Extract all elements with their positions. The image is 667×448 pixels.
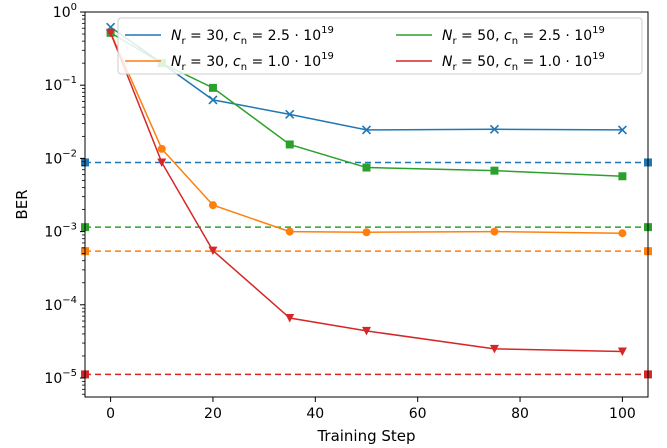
data-point xyxy=(617,125,627,135)
y-tick-label: 10−3 xyxy=(44,222,77,241)
legend-label: Nr = 30, cn = 2.5 · 1019 xyxy=(171,25,334,47)
x-tick-label: 60 xyxy=(409,406,427,422)
legend-label: Nr = 50, cn = 2.5 · 1019 xyxy=(442,25,605,47)
x-tick-label: 20 xyxy=(204,406,222,422)
data-point xyxy=(618,229,627,238)
y-tick-label: 10−4 xyxy=(44,295,77,314)
data-point xyxy=(157,144,166,153)
data-point xyxy=(490,166,499,175)
baseline-lines xyxy=(81,158,652,379)
data-point xyxy=(362,163,371,172)
data-point xyxy=(490,227,499,236)
x-tick-label: 0 xyxy=(106,406,115,422)
y-axis-label: BER xyxy=(13,189,31,219)
y-axis: 100 10−1 10−2 10−3 10−4 10−5 xyxy=(44,2,85,395)
data-point xyxy=(285,140,294,149)
x-tick-label: 40 xyxy=(306,406,324,422)
data-point xyxy=(618,172,627,181)
data-point xyxy=(208,83,217,92)
data-point xyxy=(157,158,167,167)
x-axis-label: Training Step xyxy=(316,427,415,445)
data-point xyxy=(362,228,371,237)
legend-label: Nr = 30, cn = 1.0 · 1019 xyxy=(171,51,334,73)
x-tick-label: 80 xyxy=(511,406,529,422)
data-point xyxy=(285,109,295,119)
y-tick-label: 10−5 xyxy=(44,368,77,387)
data-point xyxy=(361,125,372,135)
legend-label: Nr = 50, cn = 1.0 · 1019 xyxy=(442,51,605,73)
data-point xyxy=(285,314,295,323)
data-point xyxy=(106,28,116,38)
legend: Nr = 30, cn = 2.5 · 1019 Nr = 30, cn = 1.… xyxy=(117,17,643,75)
plot-frame xyxy=(84,11,649,398)
y-tick-label: 10−2 xyxy=(44,148,77,167)
data-point xyxy=(489,124,500,134)
y-tick-label: 10−1 xyxy=(44,75,77,94)
y-tick-label: 100 xyxy=(53,2,77,21)
x-axis: 0 20 40 60 80 100 xyxy=(106,397,636,422)
data-point xyxy=(362,326,371,336)
data-point xyxy=(285,227,294,236)
x-tick-label: 100 xyxy=(609,406,636,422)
data-point xyxy=(489,344,499,354)
legend-box xyxy=(117,17,643,75)
data-point xyxy=(208,201,217,210)
data-point xyxy=(208,246,218,256)
series-line xyxy=(109,32,623,353)
data-point xyxy=(208,95,218,105)
data-point xyxy=(617,347,627,357)
